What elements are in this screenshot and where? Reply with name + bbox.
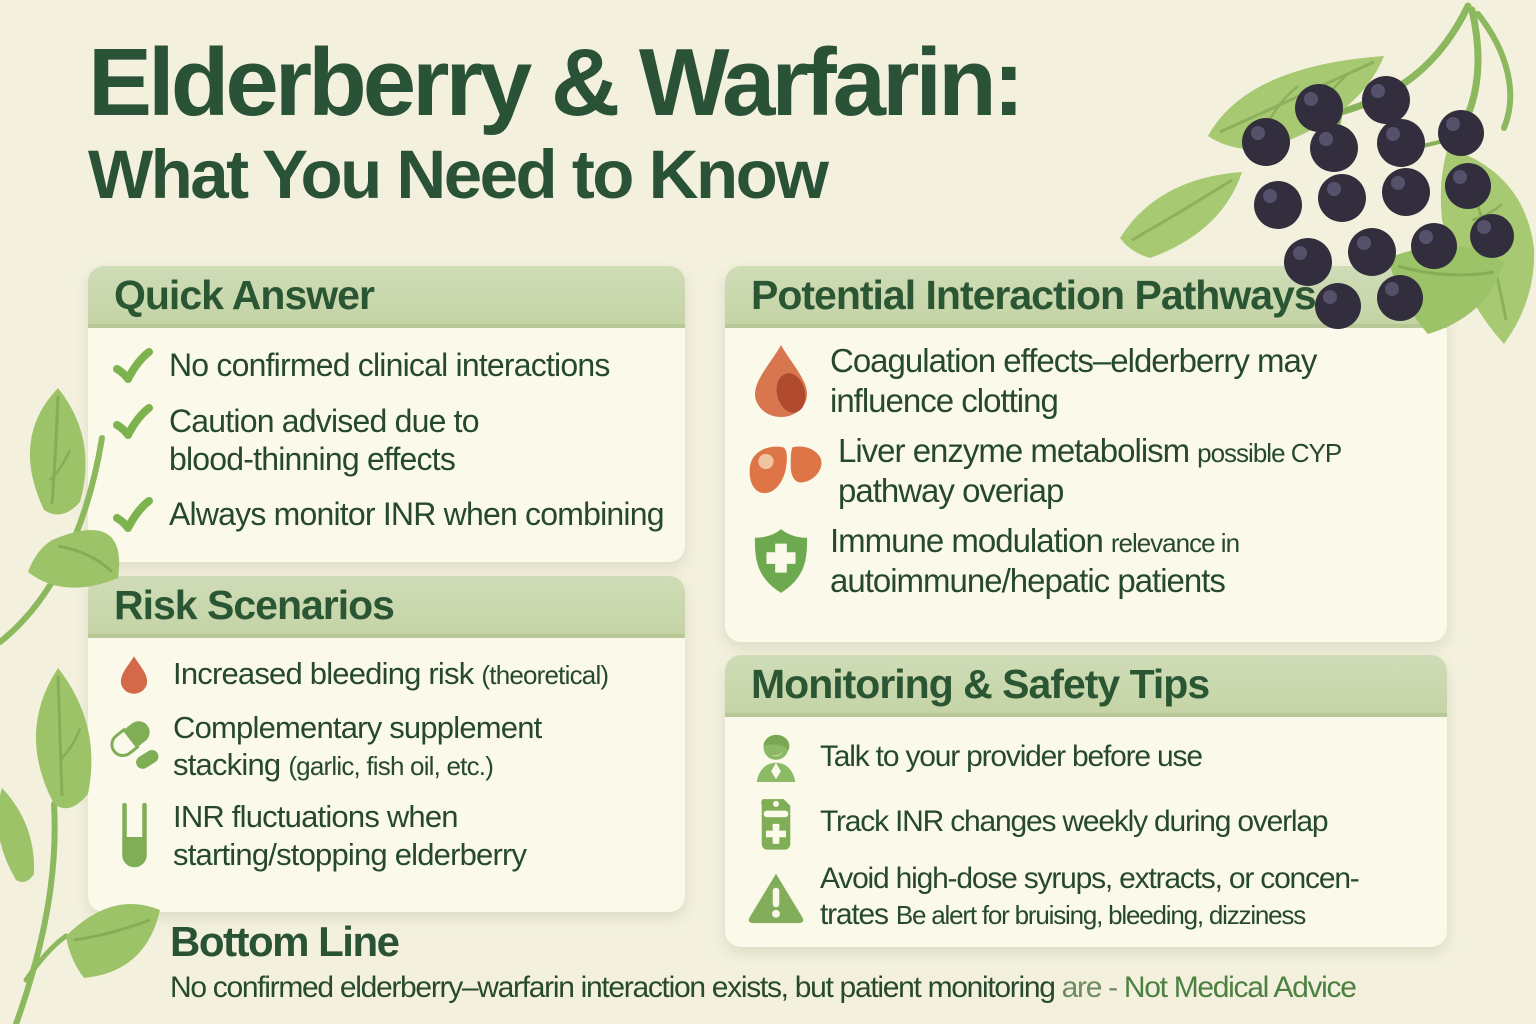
- section-banner: Quick Answer: [88, 266, 685, 328]
- item-text: Complementary supplement stacking (garlic,…: [173, 709, 542, 783]
- list-item: No confirmed clinical interactions: [108, 346, 673, 386]
- item-text: Increased bleeding risk (theoretical): [173, 655, 609, 692]
- item-text-cont: stacking: [173, 747, 281, 783]
- blood-drop-icon: [108, 654, 160, 694]
- checkmark-icon: [108, 402, 156, 442]
- bottom-line-heading: Bottom Line: [170, 918, 400, 965]
- item-text: Talk to your provider before use: [820, 739, 1203, 775]
- item-text: Immune modulation relevance in autoimmune/…: [830, 521, 1240, 600]
- section-body: Increased bleeding risk (theoretical) Com…: [88, 638, 685, 881]
- item-text: Liver enzyme metabolism possible CYP pathw…: [838, 431, 1342, 510]
- list-item: INR fluctuations when starting/stopping e…: [108, 798, 673, 872]
- item-text-note: possible CYP: [1197, 438, 1342, 469]
- checkmark-icon: [108, 495, 156, 535]
- item-text-main: Avoid high-dose syrups, extracts, or con…: [820, 862, 1360, 895]
- item-text-cont: influence clotting: [830, 381, 1059, 419]
- list-item: Track INR changes weekly during overlap: [745, 794, 1435, 850]
- item-text-main: Increased bleeding risk: [173, 656, 474, 692]
- liver-icon: [745, 441, 825, 501]
- item-text-note: relevance in: [1110, 528, 1240, 559]
- item-text-cont: trates: [820, 898, 889, 931]
- list-item: Avoid high-dose syrups, extracts, or con…: [745, 861, 1435, 933]
- item-text: INR fluctuations when starting/stopping e…: [173, 798, 527, 872]
- section-banner: Potential Interaction Pathways: [725, 266, 1447, 328]
- panel-monitoring-tips: Monitoring & Safety Tips Talk to your pr…: [725, 655, 1447, 947]
- list-item: Increased bleeding risk (theoretical): [108, 654, 673, 694]
- item-text-main: Liver enzyme metabolism: [838, 432, 1190, 470]
- item-text-cont: starting/stopping elderberry: [173, 836, 527, 872]
- warning-triangle-icon: [745, 870, 807, 924]
- item-text-main: INR fluctuations when: [173, 799, 459, 835]
- section-header: Potential Interaction Pathways: [751, 271, 1317, 318]
- bottom-line: Bottom Line No confirmed elderberry–warf…: [170, 918, 1526, 1005]
- checkmark-icon: [108, 346, 156, 386]
- section-header: Quick Answer: [114, 271, 375, 318]
- item-text: Always monitor INR when combining: [169, 495, 665, 533]
- item-text-main: Talk to your provider before use: [820, 740, 1203, 773]
- item-text: Avoid high-dose syrups, extracts, or con…: [820, 861, 1360, 933]
- item-text-cont: blood-thinning effects: [169, 441, 456, 478]
- medical-record-icon: [745, 794, 807, 850]
- section-body: Talk to your provider before use Track I…: [725, 717, 1447, 941]
- bottom-line-text: No confirmed elderberry–warfarin interac…: [170, 971, 1526, 1005]
- list-item: Complementary supplement stacking (garlic,…: [108, 709, 673, 783]
- bottom-line-muted: are -: [1061, 971, 1124, 1004]
- section-header: Monitoring & Safety Tips: [751, 660, 1210, 707]
- item-text-note: Be alert for bruising, bleeding, dizzine…: [895, 900, 1306, 930]
- item-text: Caution advised due to blood-thinning eff…: [169, 402, 480, 479]
- list-item: Coagulation effects–elderberry may influe…: [745, 341, 1435, 420]
- item-text-main: Track INR changes weekly during overlap: [820, 805, 1329, 838]
- panel-interaction-pathways: Potential Interaction Pathways Coagulati…: [725, 266, 1447, 642]
- item-text: Coagulation effects–elderberry may influe…: [830, 341, 1317, 420]
- section-banner: Risk Scenarios: [88, 576, 685, 638]
- shield-cross-icon: [745, 527, 817, 595]
- item-text: Track INR changes weekly during overlap: [820, 804, 1329, 840]
- item-text: No confirmed clinical interactions: [169, 346, 610, 384]
- disclaimer: Not Medical Advice: [1123, 971, 1357, 1004]
- panel-risk-scenarios: Risk Scenarios Increased bleeding risk (t…: [88, 576, 685, 912]
- page-title: Elderberry & Warfarin:: [88, 29, 1025, 136]
- page-subtitle: What You Need to Know: [88, 135, 829, 213]
- blood-drop-icon: [745, 343, 817, 419]
- item-text-main: No confirmed clinical interactions: [169, 347, 610, 383]
- item-text-main: Caution advised due to: [169, 403, 480, 439]
- item-text-cont: pathway overiap: [838, 471, 1064, 509]
- section-body: No confirmed clinical interactions Cauti…: [88, 328, 685, 543]
- section-banner: Monitoring & Safety Tips: [725, 655, 1447, 717]
- section-body: Coagulation effects–elderberry may influe…: [725, 328, 1447, 609]
- provider-icon: [745, 731, 807, 783]
- test-tube-icon: [108, 802, 160, 869]
- item-text-main: Always monitor INR when combining: [169, 495, 665, 532]
- item-text-note: (theoretical): [481, 660, 609, 691]
- item-text-main: Complementary supplement: [173, 710, 542, 745]
- item-text-cont: autoimmune/hepatic patients: [830, 561, 1226, 599]
- item-text-main: Coagulation effects–elderberry may: [830, 342, 1317, 379]
- list-item: Always monitor INR when combining: [108, 495, 673, 535]
- list-item: Caution advised due to blood-thinning eff…: [108, 402, 673, 479]
- list-item: Liver enzyme metabolism possible CYP pathw…: [745, 431, 1435, 510]
- list-item: Immune modulation relevance in autoimmune/…: [745, 521, 1435, 600]
- bottom-line-main: No confirmed elderberry–warfarin interac…: [170, 971, 1062, 1004]
- capsule-icon: [108, 720, 160, 772]
- item-text-note: (garlic, fish oil, etc.): [288, 751, 494, 782]
- item-text-main: Immune modulation: [830, 522, 1104, 560]
- panel-quick-answer: Quick Answer No confirmed clinical inter…: [88, 266, 685, 562]
- section-header: Risk Scenarios: [114, 581, 395, 628]
- list-item: Talk to your provider before use: [745, 731, 1435, 783]
- title-block: Elderberry & Warfarin: What You Need to …: [88, 29, 1025, 213]
